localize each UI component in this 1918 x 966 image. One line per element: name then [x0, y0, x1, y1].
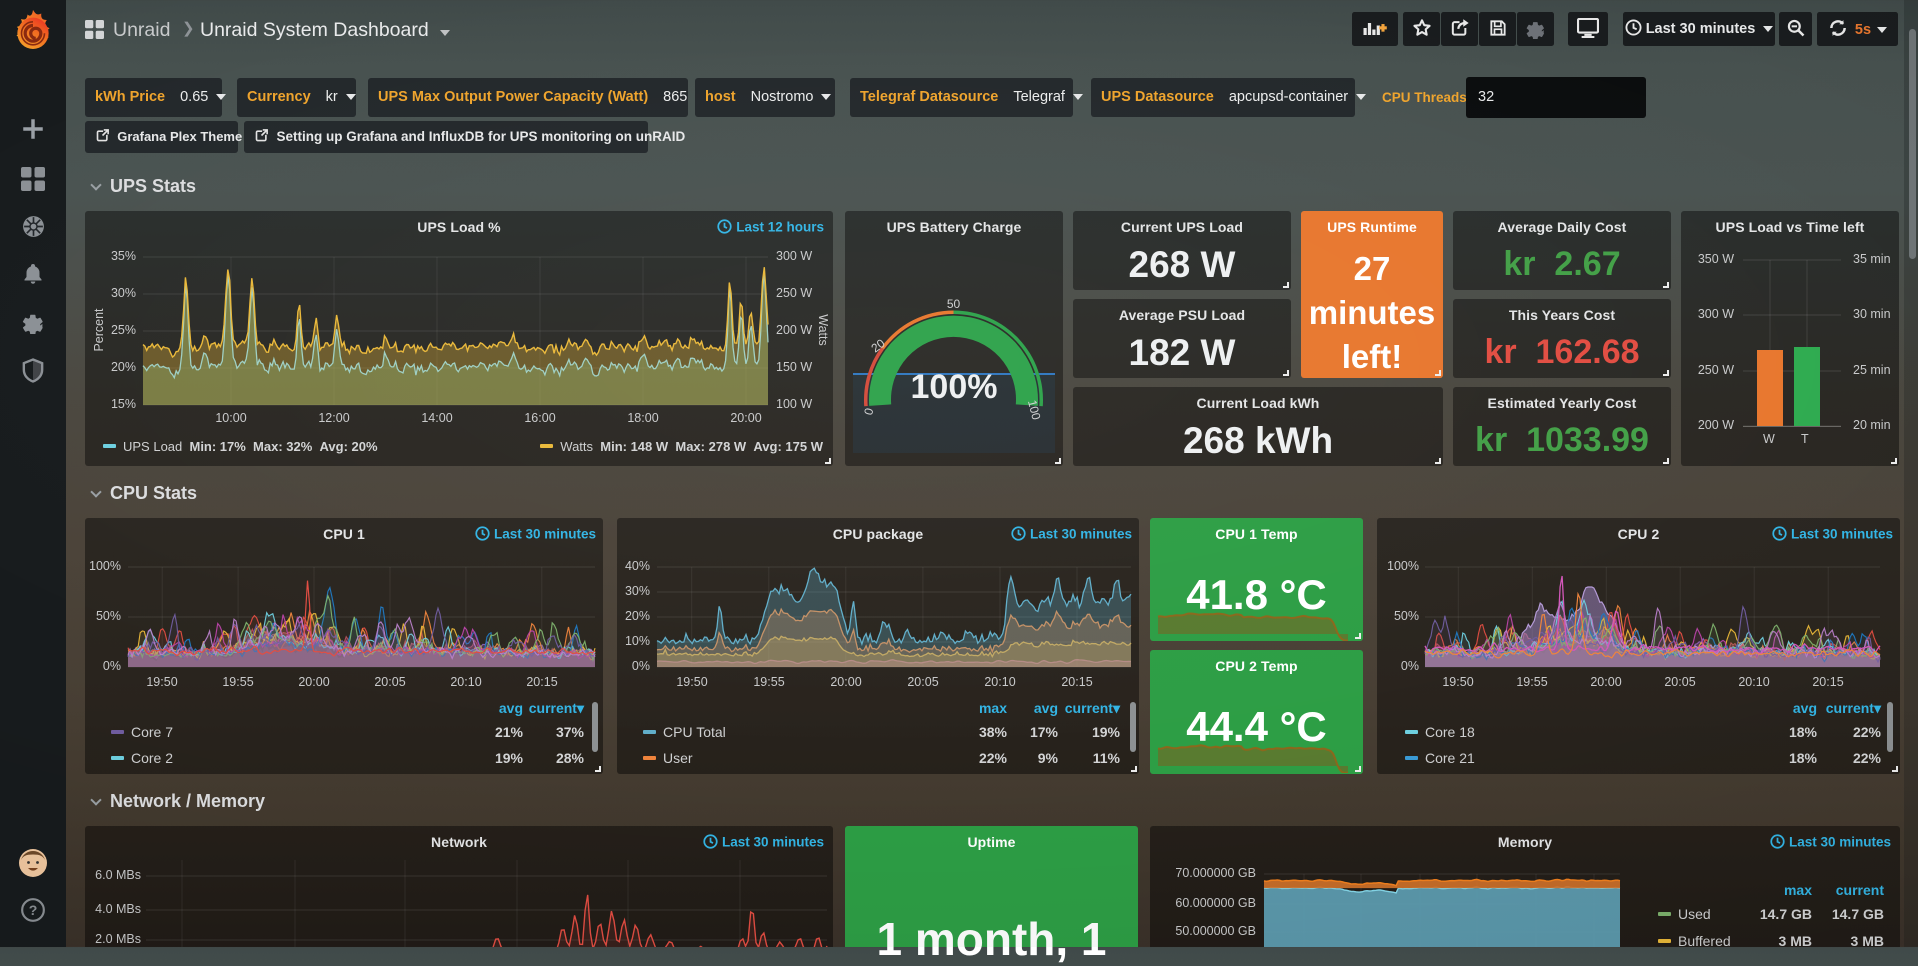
svg-text:?: ?	[29, 902, 38, 918]
svg-text:100: 100	[1025, 398, 1044, 421]
svg-text:50: 50	[947, 297, 961, 311]
svg-text:0: 0	[861, 406, 876, 417]
